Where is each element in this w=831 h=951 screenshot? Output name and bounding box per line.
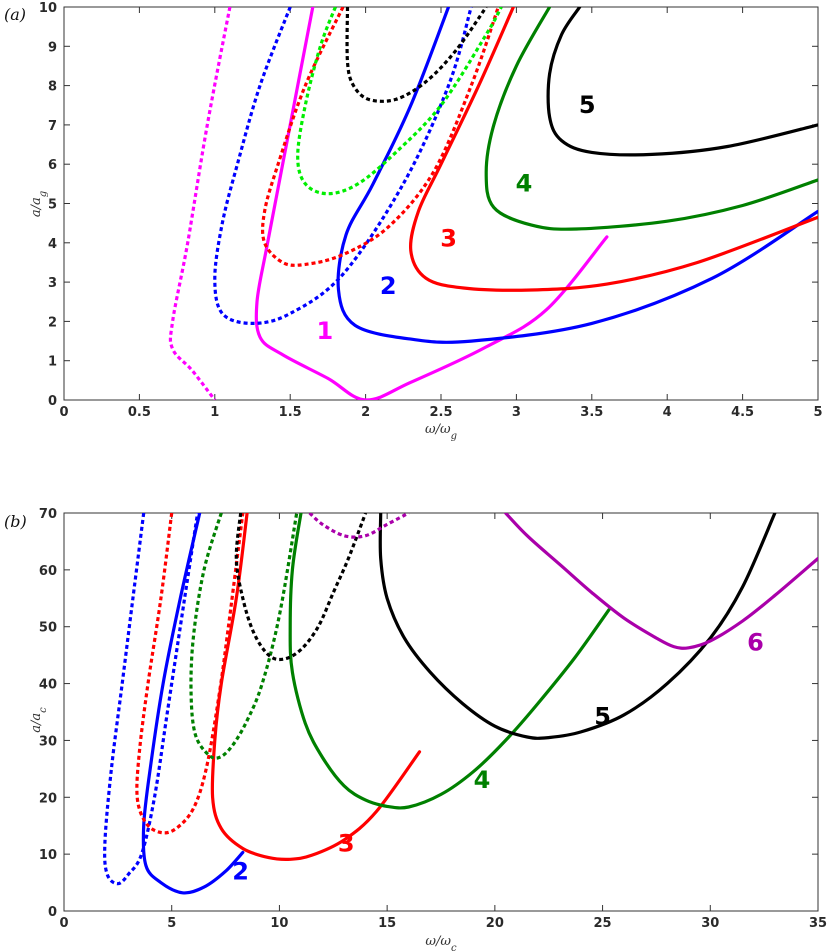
y-tick-label: 7 [48,119,57,134]
x-tick-label: 4 [663,405,672,420]
y-axis-label: a/ag [29,191,49,217]
x-tick-label: 4.5 [731,405,754,420]
dotted-curve-3 [135,513,245,835]
solid-curve-0 [254,7,609,400]
y-tick-label: 20 [39,791,57,806]
dotted-curve-9 [345,7,488,103]
dotted-curve-1 [103,513,200,886]
y-tick-label: 10 [39,1,57,16]
dotted-curve-7 [234,513,368,662]
dotted-curve-1 [168,7,232,400]
curve-label-2: 2 [380,272,397,300]
y-tick-label: 10 [39,848,57,863]
x-axis-label: ω/ωg [425,422,457,442]
dotted-curve-7 [296,7,503,196]
y-tick-label: 6 [48,158,57,173]
plot-frame-b [63,512,819,912]
x-axis-label: ω/ωc [425,934,457,951]
curve-label-4: 4 [474,766,491,794]
solid-curve-0 [141,513,245,895]
x-tick-label: 3.5 [580,405,603,420]
panel-a-chart: 0 0.5 1 1.5 2 2.5 3 3.5 4 4.5 5 0 1 2 3 4 5 6 7 8 9 10 ω/ωg a/a… [4,1,823,442]
x-tick-label: 0 [59,916,68,931]
x-tick-label: 1.5 [279,405,302,420]
x-tick-label: 0.5 [128,405,151,420]
solid-curve-6 [484,7,818,231]
solid-curve-8 [546,7,818,157]
y-tick-label: 3 [48,276,57,291]
solid-curve-4 [408,7,818,292]
solid-curve-2 [336,7,818,344]
curve-label-1: 1 [317,317,334,345]
y-tick-label: 40 [39,678,57,693]
y-tick-label: 0 [48,905,57,920]
x-tick-label: 3 [512,405,521,420]
x-tick-label: 0 [59,405,68,420]
x-tick-label: 35 [809,916,827,931]
dotted-curve-9 [308,513,410,539]
y-tick-label: 2 [48,315,57,330]
y-tick-label: 30 [39,734,57,749]
dotted-curve-5 [189,513,299,760]
curve-label-3: 3 [440,225,457,253]
x-tick-label: 10 [270,916,288,931]
x-tick-label: 5 [167,916,176,931]
x-tick-label: 15 [378,916,396,931]
x-tick-label: 20 [486,916,504,931]
curve-label-5: 5 [579,91,596,119]
x-tick-label: 2.5 [429,405,452,420]
dotted-curve-3 [213,7,473,325]
dotted-curve-5 [260,7,500,267]
x-tick-label: 1 [210,405,219,420]
solid-curve-4 [288,513,611,810]
y-axis-label: a/ac [29,707,49,733]
panel-label: (a) [4,5,26,24]
x-tick-label: 30 [701,916,719,931]
y-tick-label: 5 [48,198,57,213]
solid-curve-6 [378,513,777,740]
y-tick-label: 50 [39,621,57,636]
curve-label-4: 4 [516,170,533,198]
y-tick-label: 0 [48,394,57,409]
solid-curve-8 [504,513,818,650]
y-tick-label: 8 [48,80,57,95]
curve-label-6: 6 [747,629,764,657]
x-tick-label: 2 [361,405,370,420]
curve-label-5: 5 [594,703,611,731]
y-tick-label: 1 [48,355,57,370]
x-tick-label: 5 [813,405,822,420]
curve-label-3: 3 [338,829,355,857]
curve-label-2: 2 [232,858,249,886]
y-tick-label: 4 [48,237,57,252]
y-tick-label: 70 [39,507,57,522]
panel-b-chart: 0 5 10 15 20 25 30 35010203040506070ω/ωca/ac(b)… [4,507,827,951]
y-tick-label: 60 [39,564,57,579]
panel-label: (b) [4,512,27,531]
x-tick-label: 25 [594,916,612,931]
y-tick-label: 9 [48,40,57,55]
